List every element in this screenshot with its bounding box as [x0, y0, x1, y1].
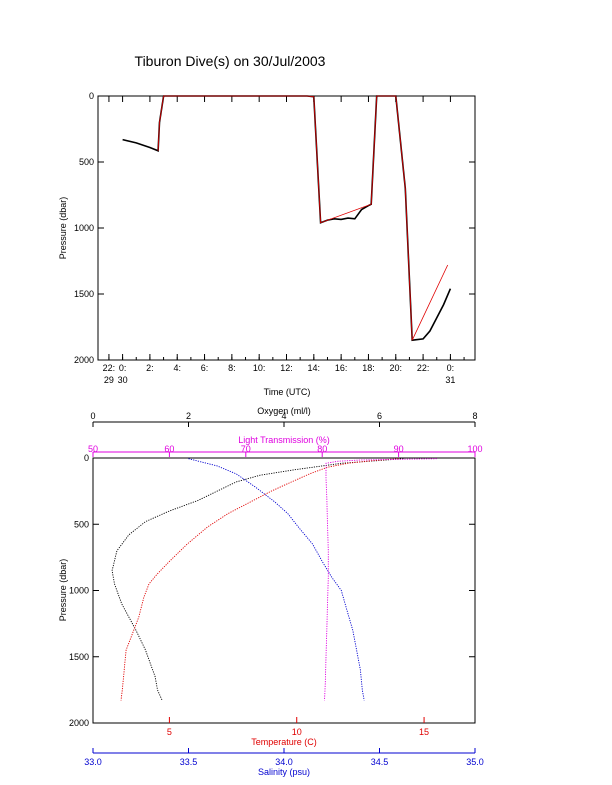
axis-title-1: Light Transmission (%): [238, 435, 330, 445]
profile-series-1: [120, 458, 399, 701]
y-tick-label: 2000: [69, 718, 89, 728]
chart1-frame: [97, 95, 476, 361]
x-tick-label: 2:: [146, 363, 154, 373]
chart1-x-ticks: 22:290:302: 4: 6: 8: 10: 12: 14: 16: 18: 20: 22: 0:…: [103, 96, 465, 385]
y-tick-label: 1500: [74, 289, 94, 299]
axis-title-2: Temperature (C): [251, 737, 317, 747]
x-tick-label: 0:: [447, 363, 455, 373]
y-tick-label: 500: [74, 519, 89, 529]
axis-title-3: Salinity (psu): [258, 767, 310, 777]
axis-tick-label-0: 0: [90, 411, 95, 421]
axis-title-0: Oxygen (ml/l): [257, 406, 311, 416]
axis-tick-label-2: 10: [292, 727, 302, 737]
chart1-series: [122, 95, 452, 342]
x-tick-label-day: 30: [118, 375, 128, 385]
time-pressure-chart: 0 500 1000 1500 2000 22: 29 0: 30 2: 4: 6: 8: 10: 12:…: [58, 91, 476, 397]
y-tick-label: 0: [84, 453, 89, 463]
x-tick-label: 6:: [201, 363, 209, 373]
axis-tick-label-0: 4: [281, 411, 286, 421]
axis-tick-label-0: 2: [186, 411, 191, 421]
x-tick-label: 14:: [308, 363, 321, 373]
x-tick-label: 4:: [173, 363, 181, 373]
profile-series-2: [188, 458, 365, 701]
series-line-1: [157, 95, 449, 341]
chart1-ylabel: Pressure (dbar): [58, 197, 68, 260]
chart1-xlabel: Time (UTC): [264, 387, 311, 397]
profile-series-0: [111, 458, 404, 701]
x-tick-label: 22:: [103, 363, 116, 373]
axis-tick-label-1: 80: [317, 444, 327, 454]
chart2-frame: [92, 457, 476, 724]
y-tick-label: 0: [89, 91, 94, 101]
y-tick-label: 1000: [74, 223, 94, 233]
axis-tick-label-3: 34.5: [371, 757, 389, 767]
x-tick-label-day: 29: [104, 375, 114, 385]
y-tick-label: 1500: [69, 652, 89, 662]
axis-tick-label-0: 6: [377, 411, 382, 421]
series-line-0: [122, 95, 452, 342]
x-tick-label: 16:: [335, 363, 348, 373]
y-tick-label: 1000: [69, 586, 89, 596]
axis-tick-label-1: 60: [164, 444, 174, 454]
axis-tick-label-2: 15: [419, 727, 429, 737]
x-tick-label: 0:: [119, 363, 127, 373]
x-tick-label: 10:: [253, 363, 266, 373]
chart2-y-ticks: 0 500 1000 1500 2000: [69, 453, 475, 728]
axis-tick-label-3: 33.0: [84, 757, 102, 767]
chart1-y-ticks: 0 500 1000 1500 2000: [74, 91, 475, 365]
axis-tick-label-3: 33.5: [180, 757, 198, 767]
axis-tick-label-1: 50: [88, 444, 98, 454]
axis-tick-label-1: 70: [241, 444, 251, 454]
axis-tick-label-0: 8: [472, 411, 477, 421]
chart2-ylabel: Pressure (dbar): [58, 559, 68, 622]
x-tick-label: 18:: [362, 363, 375, 373]
x-tick-label-day: 31: [445, 375, 455, 385]
x-tick-label: 8:: [228, 363, 236, 373]
axis-tick-label-1: 90: [394, 444, 404, 454]
y-tick-label: 2000: [74, 355, 94, 365]
figure-title: Tiburon Dive(s) on 30/Jul/2003: [135, 53, 326, 69]
y-tick-label: 500: [79, 157, 94, 167]
x-tick-label: 20:: [390, 363, 403, 373]
axis-tick-label-1: 100: [467, 444, 482, 454]
axis-tick-label-2: 5: [167, 727, 172, 737]
x-tick-label: 22:: [417, 363, 430, 373]
chart2-series: [111, 458, 437, 701]
x-tick-label: 12:: [280, 363, 293, 373]
profile-chart: 0 500 1000 1500 2000 0 2 4 6 8 Oxygen (ml/l) 50 60 7…: [58, 406, 484, 777]
axis-tick-label-3: 35.0: [466, 757, 484, 767]
profile-series-3: [324, 458, 437, 701]
axis-tick-label-3: 34.0: [275, 757, 293, 767]
